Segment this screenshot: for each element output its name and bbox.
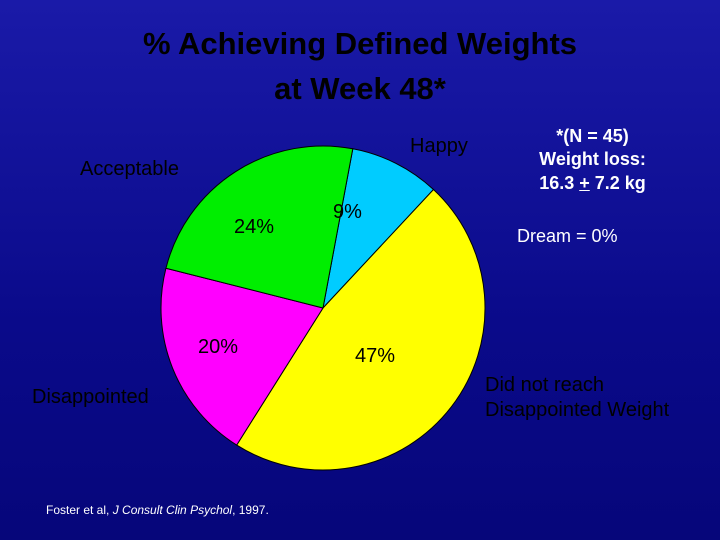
value-label: 24% (234, 216, 275, 238)
value-label: 9% (333, 201, 362, 223)
source-text: J Consult Clin Psychol (112, 503, 233, 517)
note-line: *(N = 45) (556, 126, 629, 146)
value-label: 20% (198, 336, 239, 358)
pie-slice (322, 148, 435, 310)
category-label: Happy (410, 135, 468, 157)
source-text: , 1997. (232, 503, 269, 517)
category-label: Disappointed (32, 386, 149, 408)
category-label: Acceptable (80, 158, 179, 180)
pie-slice (165, 145, 354, 309)
pie-slice (160, 267, 324, 446)
source-text: Foster et al, (46, 503, 113, 517)
note-line: Weight loss: (539, 149, 646, 170)
note: *(N = 45) Weight loss: 16.3 + 7.2 kg (500, 125, 685, 195)
annotation: Dream = 0% (517, 226, 618, 246)
note-text: + (579, 172, 590, 193)
pie-slice (235, 188, 486, 471)
chart-title: % Achieving Defined Weights at Week 48* (142, 26, 578, 106)
category-label: Did not reach Disappointed Weight (485, 374, 670, 421)
source: Foster et al, J Consult Clin Psychol, 19… (46, 503, 269, 517)
value-label: 47% (355, 345, 396, 367)
note-text: 16.3 (539, 172, 580, 193)
note-line: 16.3 + 7.2 kg (500, 172, 685, 195)
note-text: 7.2 kg (589, 172, 646, 193)
